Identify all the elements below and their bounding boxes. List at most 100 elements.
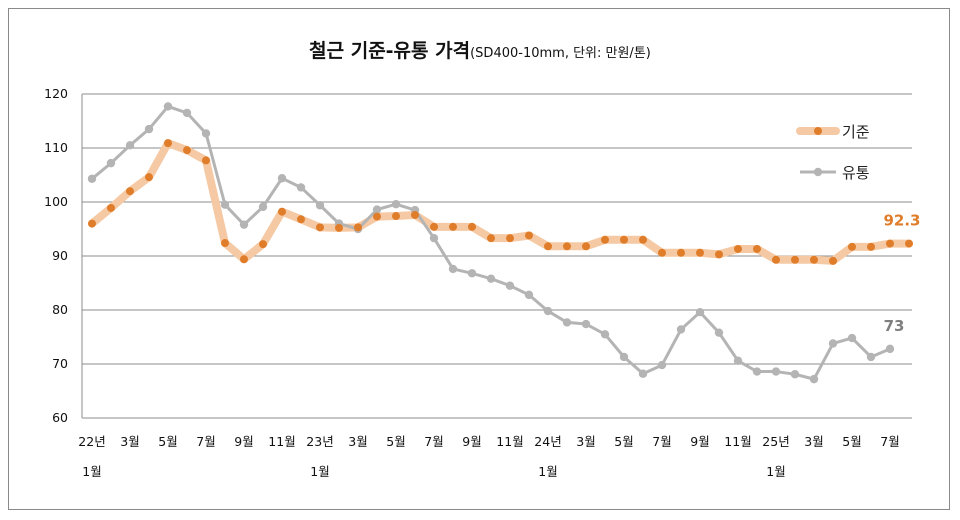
x-tick-label: 7월 [880,434,899,449]
data-point-yutong [448,264,458,274]
data-point-yutong [790,370,800,379]
data-point-gijun [145,173,153,182]
legend-marker-yutong [813,167,823,177]
data-point-gijun [696,248,704,257]
x-tick-label: 25년 [762,434,789,449]
x-tick-label: 5월 [386,434,405,449]
data-point-gijun [164,139,172,148]
data-point-gijun [468,222,476,231]
y-tick-label: 100 [44,194,68,209]
data-point-yutong [524,290,534,300]
data-point-gijun [430,222,438,231]
x-tick-label: 5월 [158,434,177,449]
data-point-yutong [87,174,97,183]
x-tick-label: 9월 [690,434,709,449]
data-point-gijun [107,203,115,212]
x-tick-label: 9월 [234,434,253,449]
y-tick-label: 90 [52,248,68,263]
x-tick-year-label: 1월 [82,464,101,479]
data-point-gijun [829,256,837,265]
x-tick-label: 3월 [348,434,367,449]
data-point-gijun [487,234,495,243]
data-point-gijun [867,242,875,251]
data-point-gijun [88,219,96,228]
data-point-yutong [581,319,591,329]
data-point-gijun [392,212,400,221]
data-point-gijun [126,187,134,196]
y-tick-label: 60 [52,410,68,425]
data-point-gijun [734,244,742,253]
data-point-gijun [278,207,286,216]
data-point-gijun [905,239,913,248]
y-tick-label: 120 [44,86,68,101]
data-point-yutong [847,333,857,343]
data-point-yutong [106,158,116,168]
data-point-gijun [316,223,324,232]
data-point-yutong [676,325,686,334]
data-point-yutong [201,129,211,138]
data-point-yutong [600,330,610,339]
x-tick-year-label: 1월 [538,464,557,479]
data-point-yutong [733,356,743,365]
data-point-gijun [620,235,628,244]
x-tick-label: 11월 [496,434,523,449]
y-tick-label: 80 [52,302,68,317]
series-line-yutong [91,104,891,381]
data-point-yutong [486,274,496,283]
data-point-gijun [525,231,533,240]
legend-label-gijun: 기준 [842,123,870,141]
end-label-gijun: 92.3 [883,212,920,230]
data-point-yutong [695,307,705,317]
grid-lines [82,93,912,419]
data-point-gijun [715,250,723,259]
data-point-gijun [411,210,419,219]
chart-title: 철근 기준-유통 가격(SD400-10mm, 단위: 만원/톤) [0,36,960,63]
data-point-gijun [563,242,571,251]
data-point-gijun [221,239,229,248]
data-point-yutong [714,328,724,337]
data-point-yutong [429,233,439,243]
chart-title-main: 철근 기준-유통 가격 [309,40,471,62]
data-point-yutong [163,102,173,111]
x-tick-label: 7월 [652,434,671,449]
data-point-yutong [220,200,230,209]
x-tick-label: 3월 [804,434,823,449]
data-point-yutong [239,220,249,229]
data-point-yutong [771,367,781,376]
data-point-gijun [354,223,362,232]
data-point-gijun [240,255,248,264]
x-tick-label: 7월 [196,434,215,449]
x-tick-year-label: 1월 [310,464,329,479]
data-point-yutong [828,339,838,348]
x-tick-label: 11월 [268,434,295,449]
data-point-yutong [619,352,629,362]
data-point-yutong [144,124,154,134]
x-tick-label: 24년 [534,434,561,449]
data-point-yutong [182,108,192,118]
data-point-gijun [772,255,780,264]
data-point-yutong [467,269,477,278]
data-point-gijun [677,248,685,257]
legend-label-yutong: 유통 [842,164,870,182]
data-point-gijun [582,242,590,251]
data-point-yutong [296,183,306,192]
x-tick-label: 7월 [424,434,443,449]
data-point-gijun [202,156,210,165]
data-point-yutong [505,281,515,290]
x-tick-label: 3월 [576,434,595,449]
data-point-gijun [886,239,894,248]
x-tick-label: 23년 [306,434,333,449]
chart-subtitle: (SD400-10mm, 단위: 만원/톤) [470,46,651,61]
data-point-yutong [885,344,895,354]
data-point-yutong [125,141,135,150]
x-tick-label: 5월 [842,434,861,449]
x-tick-label: 3월 [120,434,139,449]
data-point-yutong [315,201,325,210]
data-point-yutong [752,367,762,376]
x-tick-label: 5월 [614,434,633,449]
data-point-gijun [449,222,457,231]
data-point-yutong [809,374,819,384]
x-tick-year-label: 1월 [766,464,785,479]
data-point-gijun [810,255,818,264]
